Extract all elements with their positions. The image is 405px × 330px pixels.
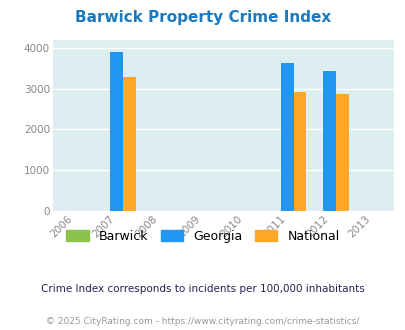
Bar xyxy=(293,92,306,211)
Bar xyxy=(110,52,123,211)
Bar xyxy=(335,94,348,211)
Text: © 2025 CityRating.com - https://www.cityrating.com/crime-statistics/: © 2025 CityRating.com - https://www.city… xyxy=(46,317,359,326)
Bar xyxy=(280,63,293,211)
Text: Barwick Property Crime Index: Barwick Property Crime Index xyxy=(75,10,330,25)
Text: Crime Index corresponds to incidents per 100,000 inhabitants: Crime Index corresponds to incidents per… xyxy=(41,284,364,294)
Bar xyxy=(123,77,136,211)
Legend: Barwick, Georgia, National: Barwick, Georgia, National xyxy=(61,225,344,248)
Bar xyxy=(323,71,335,211)
